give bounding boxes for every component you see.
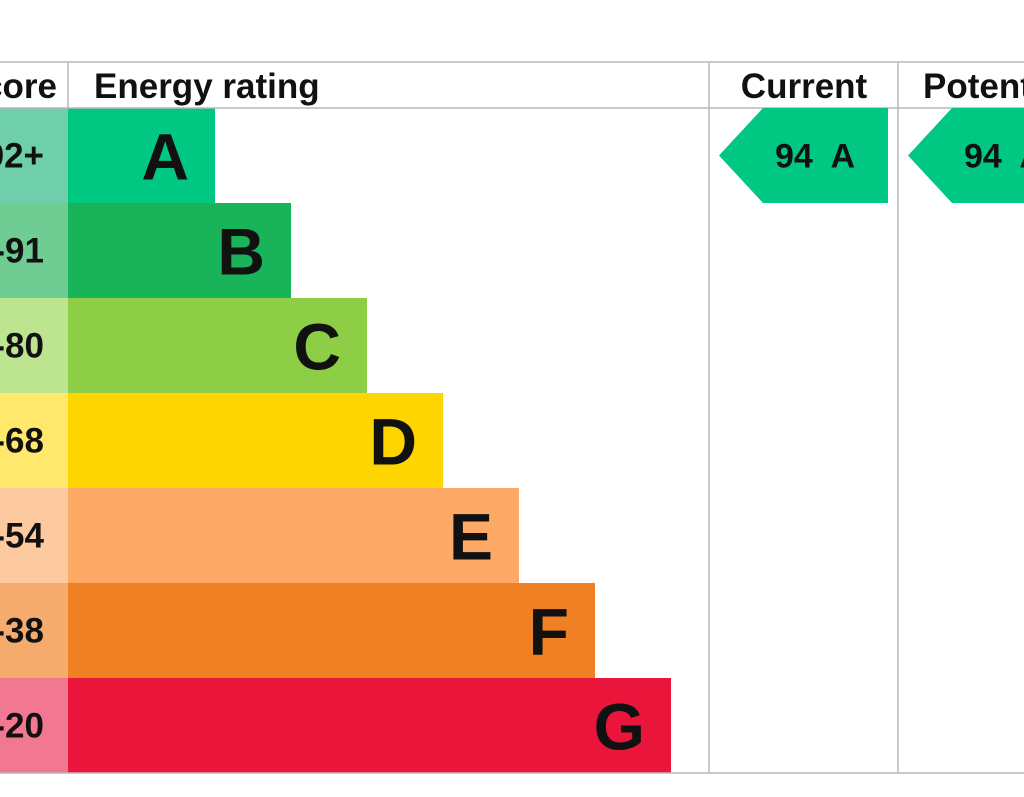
rating-bar-a <box>68 108 215 203</box>
rating-letter-a: A <box>141 120 189 194</box>
rating-bar-c <box>68 298 367 393</box>
header-layer: Score Energy rating Current Potential <box>0 67 1024 106</box>
score-range-g: 1-20 <box>0 707 44 746</box>
rating-bar-f <box>68 583 595 678</box>
rating-letter-b: B <box>217 215 265 289</box>
rating-bar-b <box>68 203 291 298</box>
score-range-f: 21-38 <box>0 612 44 651</box>
score-cell-b <box>0 203 68 298</box>
rating-letter-g: G <box>594 690 645 764</box>
current-rating-arrow <box>719 108 888 203</box>
rating-bar-e <box>68 488 519 583</box>
score-cell-d <box>0 393 68 488</box>
rating-letter-e: E <box>449 500 493 574</box>
potential-rating-arrow <box>908 108 1024 203</box>
bands-layer: 92+ A 81-91 B 69-80 C 55-68 D 39-54 E 21-38 F 1-20 G <box>0 108 671 773</box>
rating-bar-d <box>68 393 443 488</box>
score-range-e: 39-54 <box>0 517 45 556</box>
score-column-header: Score <box>0 67 57 106</box>
potential-column-header: Potential <box>923 67 1024 106</box>
energy-rating-header: Energy rating <box>94 67 320 106</box>
score-range-d: 55-68 <box>0 422 44 461</box>
score-cell-a <box>0 108 68 203</box>
rating-letter-d: D <box>369 405 417 479</box>
score-range-c: 69-80 <box>0 327 44 366</box>
score-cell-g <box>0 678 68 773</box>
score-cell-c <box>0 298 68 393</box>
current-rating-arrow-label: 94 A <box>775 138 855 176</box>
rating-letter-c: C <box>293 310 341 384</box>
score-cell-e <box>0 488 68 583</box>
current-column-header: Current <box>741 67 868 106</box>
score-range-a: 92+ <box>0 137 44 176</box>
arrow-layer: 94 A 94 A <box>719 108 1024 203</box>
score-range-b: 81-91 <box>0 232 44 271</box>
score-cell-f <box>0 583 68 678</box>
rating-letter-f: F <box>529 595 569 669</box>
potential-rating-arrow-label: 94 A <box>964 138 1024 176</box>
rating-bar-g <box>68 678 671 773</box>
